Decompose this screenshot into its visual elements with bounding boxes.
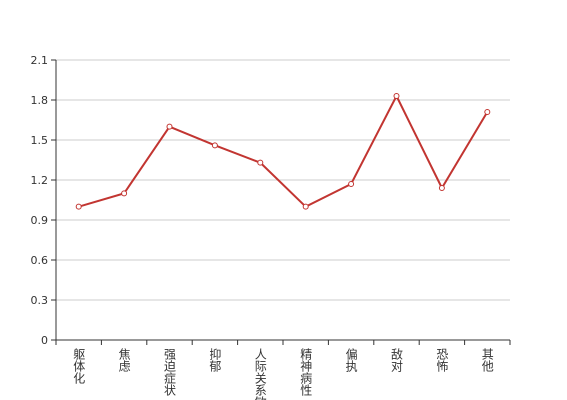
x-tick-label: 恐怖 xyxy=(435,348,449,372)
x-tick-label: 其他 xyxy=(480,348,494,372)
x-tick-label: 躯体化 xyxy=(72,347,86,385)
point xyxy=(484,109,491,115)
x-tick-label: 人际关系敏感 xyxy=(253,348,267,400)
x-tick-label: 抑郁 xyxy=(208,347,222,373)
point xyxy=(121,190,128,197)
y-tick-label: 1.8 xyxy=(31,94,49,107)
y-tick-label: 2.1 xyxy=(31,54,49,67)
y-tick-label: 1.2 xyxy=(31,174,49,187)
point xyxy=(348,181,355,187)
point xyxy=(75,203,82,210)
x-tick-label: 强迫症状 xyxy=(163,348,177,396)
point xyxy=(438,185,445,191)
y-tick-label: 0.9 xyxy=(31,214,49,227)
point xyxy=(166,123,173,130)
point xyxy=(257,159,264,166)
point xyxy=(302,203,309,210)
y-tick-label: 0.6 xyxy=(31,254,49,267)
series-line xyxy=(78,93,489,208)
x-tick-label: 精神病性 xyxy=(299,348,313,397)
y-tick-label: 1.5 xyxy=(31,134,49,147)
point xyxy=(211,142,218,149)
y-tick-label: 0 xyxy=(41,334,48,347)
y-tick-label: 0.3 xyxy=(31,294,49,307)
point xyxy=(393,93,400,99)
x-tick-label: 敌对 xyxy=(390,347,404,372)
x-tick-label: 焦虑 xyxy=(117,348,131,372)
x-tick-label: 偏执 xyxy=(344,347,358,373)
